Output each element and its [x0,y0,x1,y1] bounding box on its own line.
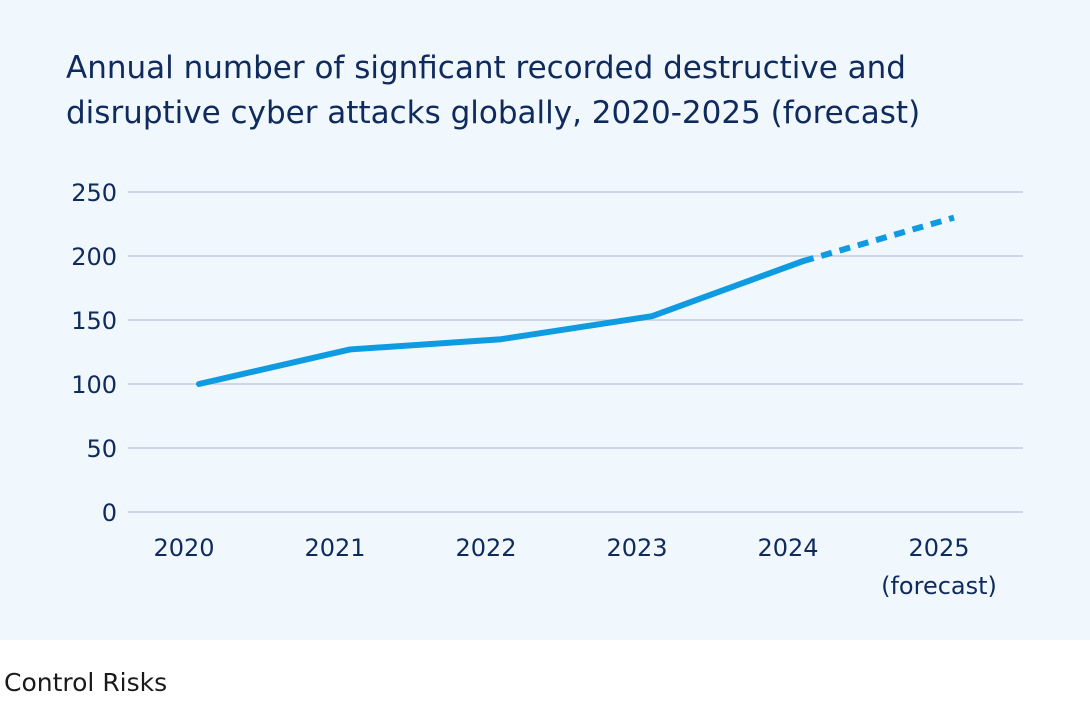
y-tick-label: 0 [102,499,117,527]
x-tick-label: 2024 [757,534,818,562]
data-point-2022 [498,336,504,342]
series-line [196,214,957,387]
line-chart: 0 50 100 150 200 250 2020 2021 2022 2023 2024 2025… [71,179,1023,600]
data-point-2020 [196,381,202,387]
y-axis-tick-labels: 0 50 100 150 200 250 [71,179,117,527]
x-tick-label: 2025 (forecast) [881,534,997,600]
y-tick-label: 250 [71,179,117,207]
x-tick-label: 2020 [153,534,214,562]
data-point-2024 [800,258,806,264]
x-tick-label: 2023 [606,534,667,562]
y-tick-label: 150 [71,307,117,335]
series-line-forecast [802,214,955,265]
y-tick-label: 200 [71,243,117,271]
grid-lines [128,191,1023,513]
series-line-actual [196,258,806,387]
chart-title: Annual number of signficant recorded des… [66,50,921,131]
chart-panel: Annual number of signficant recorded des… [0,0,1090,640]
data-point-2023 [649,313,655,319]
x-axis-tick-labels: 2020 2021 2022 2023 2024 2025 (forecast) [153,534,996,600]
y-tick-label: 100 [71,371,117,399]
data-point-2025 [951,215,957,221]
source-label: Control Risks [4,668,168,697]
data-point-2021 [347,346,353,352]
y-tick-label: 50 [86,435,117,463]
x-tick-label: 2021 [304,534,365,562]
x-tick-label: 2022 [455,534,516,562]
